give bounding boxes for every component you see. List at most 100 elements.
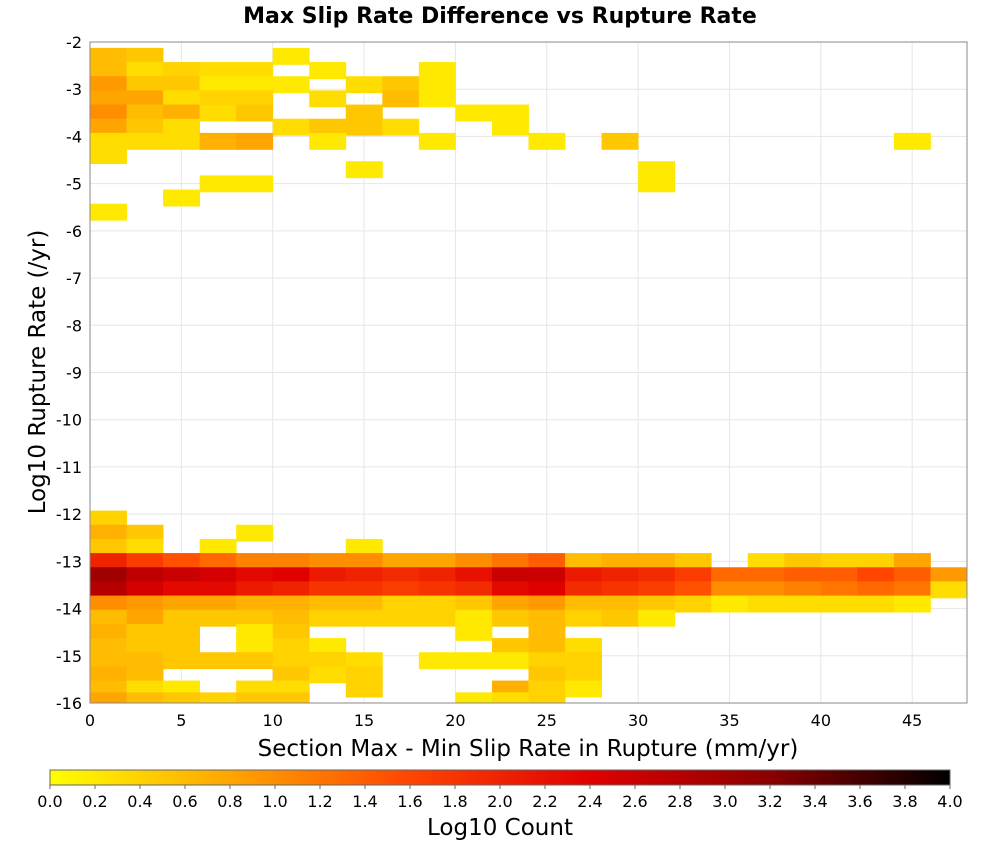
heatmap-cell [309,595,347,613]
heatmap-cell [90,623,127,641]
heatmap-cell [309,118,347,136]
heatmap-cell [565,666,602,684]
colorbar-tick-label: 3.4 [802,792,827,811]
heatmap-cell [345,666,383,684]
heatmap-cells [90,47,967,721]
colorbar-tick-label: 2.0 [487,792,512,811]
heatmap-cell [528,609,566,627]
colorbar-tick-label: 0.0 [37,792,62,811]
heatmap-cell [565,581,602,599]
heatmap-cell [272,581,310,599]
heatmap-cell [747,595,785,613]
y-axis-ticks: -2 -3 -4 -5 -6 -7 -8 -9 -10 -11 -12 -13 -14 -15 -16 [56,33,82,713]
plot-frame [89,41,968,704]
heatmap-cell [565,638,602,656]
heatmap-cell [345,595,383,613]
heatmap-cell [236,76,274,94]
heatmap-cell [236,609,274,627]
heatmap-cell [90,118,127,136]
heatmap-cell [565,680,602,698]
heatmap-cell [272,553,310,571]
heatmap-cell [418,609,456,627]
heatmap-cell [309,581,347,599]
heatmap-cell [126,581,164,599]
heatmap-cell [90,147,127,164]
heatmap-cell [199,652,237,670]
heatmap-cell [382,609,420,627]
heatmap-cell [126,132,164,150]
y-tick-label: -14 [56,600,82,619]
heatmap-cell [455,595,493,613]
y-tick-label: -5 [66,175,82,194]
colorbar-tick-label: 1.8 [442,792,467,811]
y-tick-label: -4 [66,127,82,146]
heatmap-cell [345,553,383,571]
heatmap-cell [126,567,164,585]
colorbar-tick-label: 2.4 [577,792,602,811]
heatmap-cell [199,104,237,122]
y-tick-label: -12 [56,505,82,524]
heatmap-cell [857,567,895,585]
chart-title: Max Slip Rate Difference vs Rupture Rate [243,4,757,29]
heatmap-cell [747,553,785,571]
heatmap-cell [418,595,456,613]
heatmap-cell [857,595,895,613]
heatmap-cell [90,553,127,571]
x-tick-label: 20 [445,711,465,730]
heatmap-cell [163,581,201,599]
heatmap-cell [638,161,676,179]
heatmap-cell [638,609,676,627]
heatmap-cell [272,623,310,641]
heatmap-cell [272,76,310,94]
heatmap-cell [857,581,895,599]
heatmap-cell [236,623,274,641]
heatmap-cell [236,175,274,193]
heatmap-cell [345,609,383,627]
colorbar [49,769,951,786]
heatmap-cell [747,581,785,599]
heatmap-cell [90,567,127,585]
heatmap-cell [236,553,274,571]
heatmap-cell [309,666,347,684]
heatmap-cell [528,666,566,684]
heatmap-cell [893,581,931,599]
heatmap-cell [236,638,274,656]
heatmap-cell [236,652,274,670]
heatmap-cell [90,510,127,528]
heatmap-cell [418,652,456,670]
x-tick-label: 5 [176,711,186,730]
heatmap-cell [200,704,237,721]
heatmap-cell [126,652,164,670]
heatmap-cell [90,90,127,108]
heatmap-cell [126,595,164,613]
heatmap-cell [747,567,785,585]
colorbar-tick-label: 3.2 [757,792,782,811]
heatmap-cell [236,692,274,703]
heatmap-cell [820,581,858,599]
heatmap-cell [565,609,602,627]
heatmap-cell [784,567,822,585]
heatmap-cell [418,62,456,79]
heatmap-cell [601,132,639,150]
x-tick-label: 10 [263,711,283,730]
heatmap-cell [272,47,310,65]
y-axis-label: Log10 Rupture Rate (/yr) [25,230,51,515]
heatmap-cell [163,638,201,656]
heatmap-cell [272,666,310,684]
heatmap-cell [309,132,347,150]
heatmap-cell [126,524,164,542]
heatmap-cell [163,118,201,136]
heatmap-cell [90,652,127,670]
heatmap-cell [309,638,347,656]
heatmap-cell [674,595,712,613]
heatmap-cell [236,104,274,122]
heatmap-cell [126,76,164,94]
heatmap-cell [784,581,822,599]
heatmap-cell [345,652,383,670]
heatmap-cell [675,704,712,721]
heatmap-cell [127,704,164,721]
heatmap-cell [199,567,237,585]
heatmap-cell [199,553,237,571]
heatmap-cell [90,538,127,556]
